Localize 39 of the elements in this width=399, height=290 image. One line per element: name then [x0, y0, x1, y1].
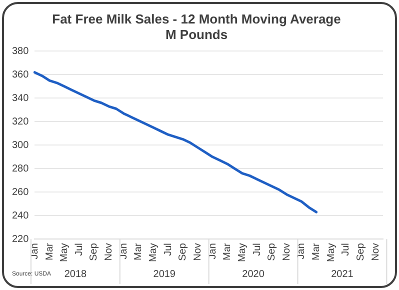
chart-title: Fat Free Milk Sales - 12 Month Moving Average — [52, 11, 341, 26]
x-tick-label: May — [326, 243, 337, 262]
x-tick-label: May — [59, 243, 70, 262]
y-tick-label: 380 — [12, 46, 30, 57]
text: 2021 — [331, 268, 354, 280]
x-tick-label: Sep — [178, 242, 189, 261]
x-tick-label: Jan — [118, 243, 130, 260]
x-tick-label: Jul — [252, 243, 263, 256]
x-tick-label: Mar — [222, 242, 234, 260]
x-tick-label: Nov — [370, 243, 382, 261]
x-tick-label: May — [236, 243, 248, 262]
x-tick-label: Mar — [133, 242, 144, 260]
y-tick-label: 300 — [12, 140, 30, 151]
x-tick-label: Jan — [29, 243, 40, 260]
x-tick-label: Sep — [356, 242, 367, 261]
y-tick-label: 220 — [12, 234, 30, 245]
y-tick-label: 260 — [12, 186, 30, 198]
x-tick-label: Mar — [311, 242, 322, 260]
y-tick-label: 360 — [12, 69, 30, 80]
x-tick-label: Jul — [340, 243, 352, 256]
text: 2020 — [242, 268, 265, 280]
x-tick-label: Nov — [281, 243, 292, 261]
x-tick-label: Sep — [88, 242, 100, 261]
x-tick-label: May — [148, 243, 160, 262]
y-tick-label: 320 — [12, 116, 30, 128]
x-tick-label: Nov — [192, 243, 204, 261]
x-tick-label: Jul — [74, 243, 85, 256]
text: 2018 — [64, 268, 88, 280]
x-tick-label: Mar — [44, 242, 56, 260]
y-tick-label: 240 — [12, 210, 30, 222]
x-tick-label: Jul — [162, 243, 174, 256]
x-tick-label: Sep — [266, 242, 278, 261]
x-tick-label: Jan — [207, 243, 218, 260]
x-tick-label: Jan — [296, 243, 308, 260]
y-tick-label: 340 — [12, 92, 30, 104]
x-tick-label: Nov — [104, 243, 115, 261]
y-tick-label: 280 — [12, 163, 30, 174]
text: 2019 — [153, 268, 176, 280]
chart-subtitle: M Pounds — [165, 26, 228, 42]
